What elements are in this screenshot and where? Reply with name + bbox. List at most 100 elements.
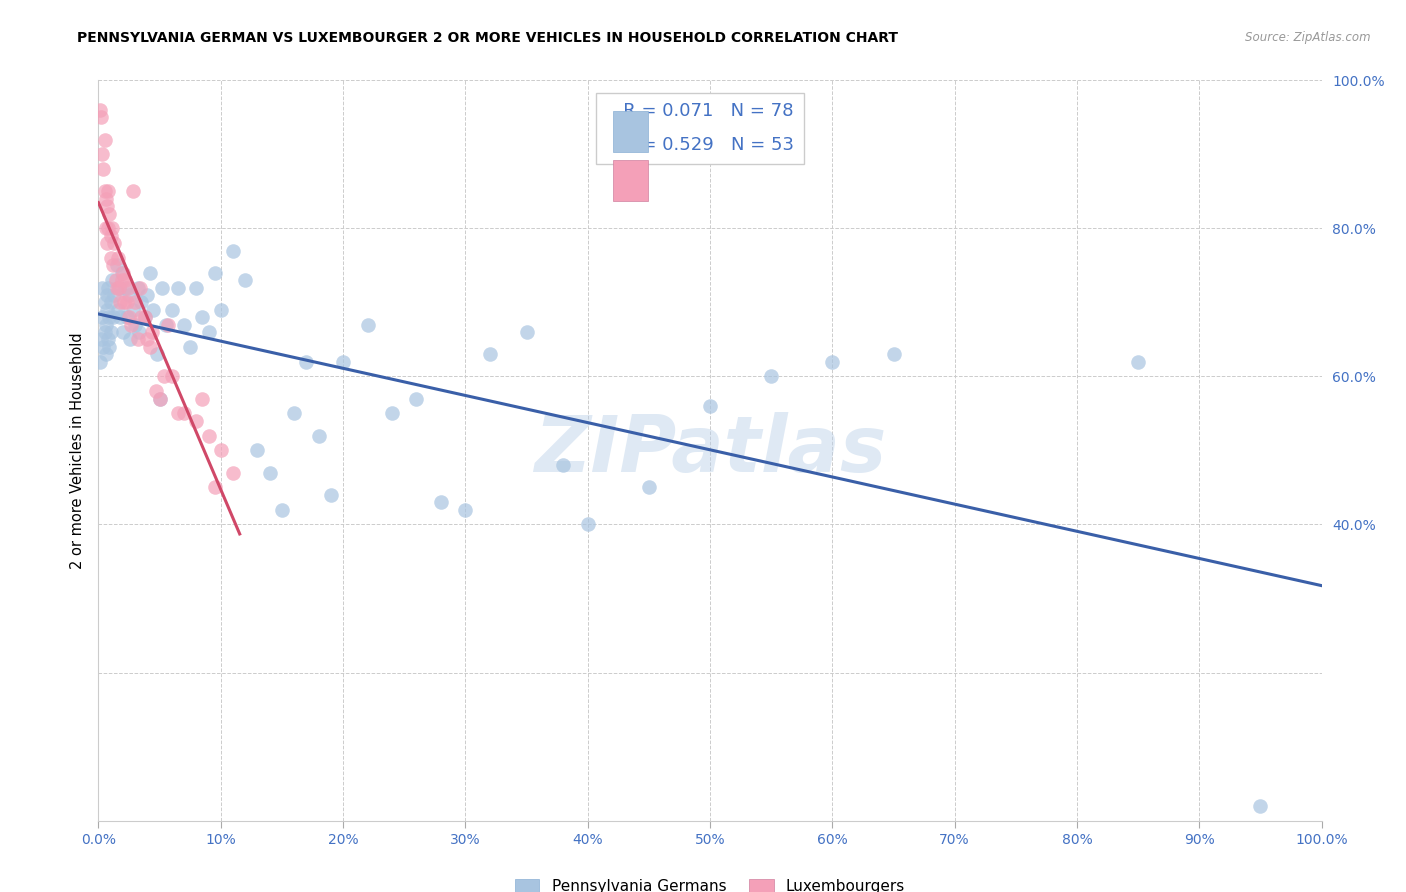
Point [91, 310, 114, 325]
Point [153, 369, 176, 384]
Point [124, 318, 146, 332]
Text: R = 0.071   N = 78
   R = 0.529   N = 53: R = 0.071 N = 78 R = 0.529 N = 53 [606, 103, 794, 154]
Point [186, 414, 208, 428]
Point [173, 407, 195, 421]
Point [103, 236, 125, 251]
Point [96, 302, 118, 317]
Point [139, 340, 162, 354]
Point [101, 310, 124, 325]
Point [105, 280, 128, 294]
Point [101, 259, 124, 273]
Point [142, 302, 165, 317]
Point [94, 221, 117, 235]
Point [139, 266, 162, 280]
Text: ZIPatlas: ZIPatlas [534, 412, 886, 489]
Point [381, 407, 404, 421]
Point [96, 199, 118, 213]
Point [100, 325, 122, 339]
Point [96, 236, 118, 251]
Point [136, 332, 159, 346]
Point [197, 325, 219, 339]
Bar [613, 161, 648, 201]
Point [111, 266, 134, 280]
Point [91, 162, 114, 177]
Point [93, 132, 115, 146]
Point [98, 310, 121, 325]
Point [430, 495, 453, 509]
Point [124, 295, 146, 310]
Point [100, 251, 122, 265]
Point [191, 310, 214, 325]
Point [222, 244, 245, 258]
Point [94, 318, 117, 332]
Point [91, 147, 114, 161]
Point [107, 251, 129, 265]
Point [120, 332, 142, 346]
Point [104, 273, 127, 287]
Point [319, 488, 342, 502]
Point [91, 340, 114, 354]
Point [233, 273, 256, 287]
Point [121, 302, 143, 317]
Point [1128, 354, 1150, 368]
Point [204, 480, 226, 494]
Point [115, 295, 138, 310]
Point [134, 310, 156, 325]
Bar [613, 112, 648, 153]
Point [1249, 798, 1271, 813]
Point [222, 466, 245, 480]
Point [90, 111, 112, 125]
Point [478, 347, 501, 361]
Point [118, 310, 141, 325]
Point [129, 295, 152, 310]
Point [186, 280, 208, 294]
Point [97, 221, 120, 235]
Point [157, 318, 180, 332]
Point [97, 332, 120, 346]
Point [146, 347, 169, 361]
Point [145, 384, 167, 399]
Point [141, 325, 163, 339]
Point [167, 280, 190, 294]
Point [127, 280, 149, 294]
Point [97, 184, 120, 198]
Text: PENNSYLVANIA GERMAN VS LUXEMBOURGER 2 OR MORE VEHICLES IN HOUSEHOLD CORRELATION : PENNSYLVANIA GERMAN VS LUXEMBOURGER 2 OR… [77, 31, 898, 45]
Point [821, 354, 844, 368]
Point [93, 295, 115, 310]
Point [96, 288, 118, 302]
Legend: Pennsylvania Germans, Luxembourgers: Pennsylvania Germans, Luxembourgers [515, 880, 905, 892]
Point [98, 340, 121, 354]
Point [699, 399, 721, 413]
Point [98, 206, 121, 220]
Point [761, 369, 783, 384]
Point [107, 302, 129, 317]
Point [90, 332, 112, 346]
Point [100, 228, 122, 243]
Point [93, 184, 115, 198]
Point [110, 310, 132, 325]
Point [110, 295, 132, 310]
Point [117, 280, 139, 294]
Point [167, 407, 190, 421]
Point [179, 340, 201, 354]
Point [204, 266, 226, 280]
Point [89, 354, 111, 368]
Point [129, 310, 152, 325]
Point [129, 280, 152, 294]
Point [270, 502, 294, 516]
Point [160, 302, 183, 317]
Point [91, 280, 114, 294]
Point [111, 325, 134, 339]
Point [883, 347, 905, 361]
Point [149, 392, 172, 406]
Point [118, 288, 141, 302]
Point [149, 392, 172, 406]
Point [332, 354, 354, 368]
Point [283, 407, 305, 421]
Point [209, 302, 232, 317]
Point [553, 458, 575, 473]
Point [112, 295, 135, 310]
Point [173, 318, 195, 332]
Point [108, 280, 131, 294]
Point [246, 443, 269, 458]
